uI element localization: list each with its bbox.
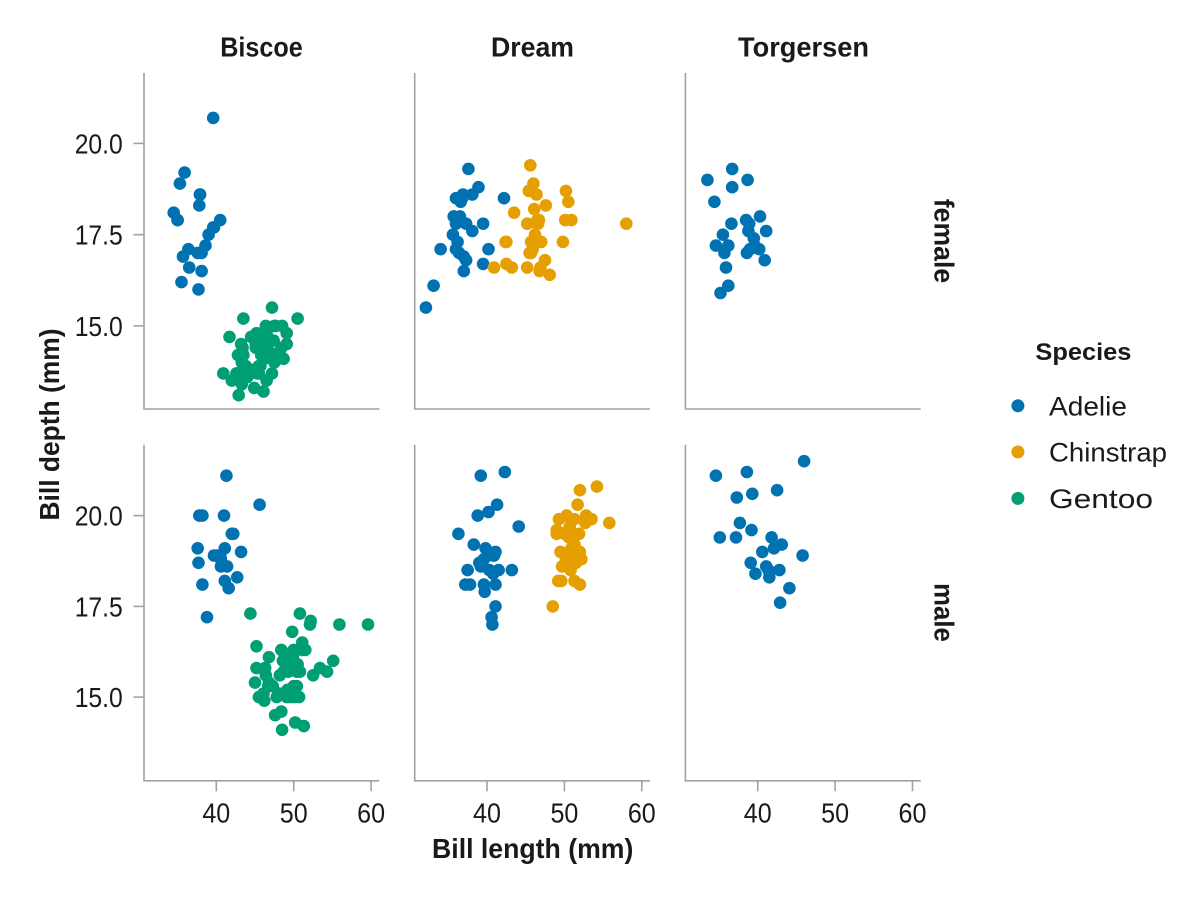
svg-text:17.5: 17.5 xyxy=(75,220,123,251)
svg-text:Adelie: Adelie xyxy=(1049,391,1127,421)
svg-text:Biscoe: Biscoe xyxy=(220,32,303,63)
svg-text:60: 60 xyxy=(899,798,927,829)
svg-text:50: 50 xyxy=(550,798,578,829)
svg-text:Torgersen: Torgersen xyxy=(738,32,869,63)
svg-text:15.0: 15.0 xyxy=(75,311,123,342)
svg-text:20.0: 20.0 xyxy=(75,128,123,159)
svg-text:40: 40 xyxy=(202,798,230,829)
svg-text:Bill length (mm): Bill length (mm) xyxy=(432,833,633,864)
svg-text:Chinstrap: Chinstrap xyxy=(1049,437,1167,467)
svg-text:50: 50 xyxy=(280,798,308,829)
svg-text:15.0: 15.0 xyxy=(75,682,123,713)
svg-text:20.0: 20.0 xyxy=(75,501,123,532)
svg-text:male: male xyxy=(929,583,960,642)
svg-text:17.5: 17.5 xyxy=(75,591,123,622)
svg-text:Gentoo: Gentoo xyxy=(1049,484,1153,514)
svg-text:Dream: Dream xyxy=(491,32,574,63)
svg-text:60: 60 xyxy=(357,798,385,829)
svg-text:40: 40 xyxy=(473,798,501,829)
svg-text:Bill depth (mm): Bill depth (mm) xyxy=(34,329,65,521)
svg-text:Species: Species xyxy=(1035,339,1131,366)
svg-text:60: 60 xyxy=(628,798,656,829)
svg-text:40: 40 xyxy=(744,798,772,829)
svg-text:female: female xyxy=(929,199,960,283)
svg-text:50: 50 xyxy=(821,798,849,829)
